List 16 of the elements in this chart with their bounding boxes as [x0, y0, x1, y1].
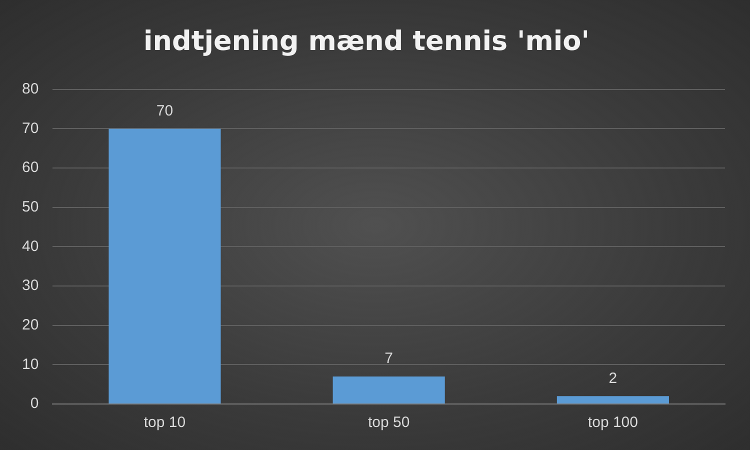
y-tick-label: 20: [22, 316, 39, 334]
y-tick-label: 80: [22, 80, 39, 98]
x-tick-label: top 10: [144, 414, 186, 432]
y-tick-label: 50: [22, 198, 39, 216]
y-tick-label: 10: [22, 356, 39, 373]
x-tick-label: top 100: [588, 414, 638, 432]
y-tick-label: 70: [22, 120, 39, 137]
data-label: 70: [156, 102, 174, 120]
y-tick-label: 40: [22, 238, 39, 255]
data-label: 7: [384, 350, 394, 368]
x-tick-label: top 50: [368, 414, 410, 432]
y-tick-label: 60: [22, 159, 39, 176]
chart-title: indtjening mænd tennis 'mio': [144, 26, 590, 58]
y-tick-label: 0: [30, 395, 39, 412]
data-label: 2: [608, 370, 618, 387]
y-tick-label: 30: [22, 277, 39, 294]
